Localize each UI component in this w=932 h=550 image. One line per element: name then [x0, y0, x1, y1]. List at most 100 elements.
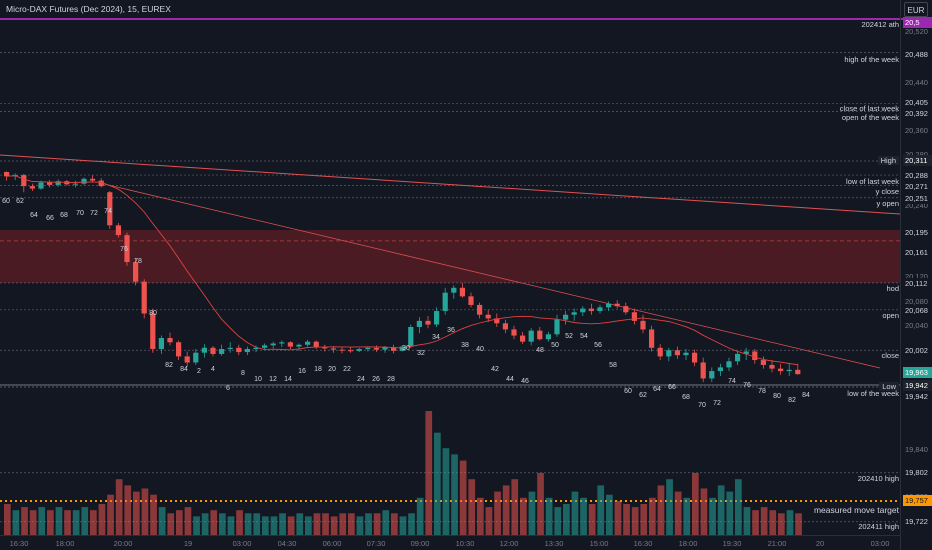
- level-label-hod[interactable]: hod: [886, 284, 899, 293]
- volume-bar: [597, 485, 605, 535]
- volume-bar: [468, 479, 476, 535]
- candle-body: [72, 183, 78, 185]
- volume-bar: [262, 516, 269, 535]
- volume-bar: [554, 507, 562, 535]
- candle-number-label: 44: [506, 376, 514, 383]
- candle-body: [287, 342, 293, 347]
- level-label-measured-move[interactable]: measured move target: [813, 505, 899, 515]
- candle-body: [193, 352, 199, 363]
- level-label-ath[interactable]: 202412 ath: [861, 20, 899, 29]
- candle-number-label: 62: [16, 198, 24, 205]
- level-label-high-week[interactable]: high of the week: [844, 55, 899, 64]
- volume-bar: [408, 513, 415, 535]
- volume-bar: [623, 504, 630, 535]
- last-price-tag: 19,963: [903, 367, 932, 378]
- candle-body: [769, 364, 775, 369]
- time-axis-separator: [0, 535, 900, 536]
- volume-bar: [47, 510, 54, 535]
- volume-bar: [545, 497, 553, 535]
- hod-price-tag: 20,112: [903, 278, 932, 289]
- candle-body: [623, 306, 629, 313]
- candle-body: [210, 347, 216, 354]
- volume-bar: [726, 491, 734, 535]
- price-axis-separator: [900, 0, 901, 550]
- level-label-close[interactable]: close: [881, 351, 899, 360]
- time-tick: 19:30: [722, 539, 742, 548]
- candle-body: [38, 182, 44, 189]
- volume-bar: [717, 485, 725, 535]
- volume-bar: [313, 513, 321, 535]
- candle-body: [554, 319, 560, 335]
- level-label-y-open[interactable]: y open: [876, 199, 899, 208]
- level-label-low-last-week[interactable]: low of last week: [846, 177, 899, 186]
- candle-body: [47, 182, 53, 185]
- close-price-tag: 20,002: [903, 345, 932, 356]
- candle-body: [141, 281, 147, 314]
- volume-bar: [614, 500, 622, 535]
- candle-number-label: 24: [357, 376, 365, 383]
- price-tick: 20,440: [905, 78, 928, 87]
- candle-body: [597, 307, 603, 312]
- volume-bar: [356, 516, 364, 535]
- volume-bar: [21, 507, 28, 535]
- volume-bar: [735, 479, 742, 535]
- time-tick: 16:30: [633, 539, 653, 548]
- volume-bar: [434, 432, 441, 535]
- candle-body: [382, 347, 388, 350]
- volume-bar: [227, 516, 235, 535]
- volume-bar: [399, 516, 407, 535]
- volume-bar: [64, 510, 71, 535]
- candle-number-label: 62: [639, 392, 647, 399]
- volume-bar: [55, 507, 63, 535]
- candle-body: [795, 369, 801, 375]
- volume-bar: [563, 504, 570, 535]
- price-tick: 20,520: [905, 27, 928, 36]
- candle-number-label: 68: [682, 394, 690, 401]
- candle-body: [502, 323, 508, 330]
- volume-bar: [425, 411, 433, 535]
- candle-body: [717, 367, 723, 372]
- trendline-upper: [0, 154, 901, 215]
- level-label-open-week[interactable]: open of the week: [841, 113, 899, 122]
- candle-body: [528, 330, 534, 342]
- level-label-close-last-week[interactable]: close of last week: [839, 104, 899, 113]
- candle-number-label: 70: [76, 210, 84, 217]
- currency-button[interactable]: EUR: [904, 2, 928, 17]
- volume-bar: [416, 497, 424, 535]
- candle-body: [348, 350, 354, 352]
- low-last-week-price-tag: 20,288: [903, 170, 932, 181]
- volume-bar: [571, 491, 579, 535]
- volume-bar: [167, 513, 175, 535]
- volume-bar: [588, 504, 596, 535]
- candle-number-label: 84: [180, 366, 188, 373]
- candle-body: [666, 350, 672, 357]
- y-open-price-tag: 20,251: [903, 193, 932, 204]
- candle-number-label: 50: [551, 342, 559, 349]
- candle-body: [296, 344, 302, 347]
- price-tick: 20,120: [905, 272, 928, 281]
- level-label-low-week[interactable]: low of the week: [847, 389, 899, 398]
- volume-bar: [631, 507, 639, 535]
- candle-body: [133, 262, 139, 282]
- level-label-202410-high[interactable]: 202410 high: [857, 474, 899, 483]
- level-label-202411-high[interactable]: 202411 high: [858, 522, 899, 531]
- candle-number-label: 34: [432, 334, 440, 341]
- level-label-open[interactable]: open: [882, 311, 899, 320]
- volume-bar: [210, 510, 218, 535]
- price-tick: 20,240: [905, 201, 928, 210]
- volume-bar: [520, 497, 527, 535]
- candle-body: [305, 341, 311, 345]
- time-tick: 15:00: [589, 539, 609, 548]
- volume-bar: [158, 507, 166, 535]
- volume-bar: [279, 513, 286, 535]
- volume-bar: [485, 507, 493, 535]
- level-label-low[interactable]: Low: [879, 382, 899, 391]
- volume-bar: [382, 510, 390, 535]
- level-label-y-close[interactable]: y close: [875, 187, 899, 196]
- level-label-high[interactable]: High: [877, 156, 899, 165]
- symbol-title[interactable]: Micro-DAX Futures (Dec 2024), 15, EUREX: [6, 4, 171, 14]
- time-tick: 04:30: [277, 539, 297, 548]
- volume-bar: [348, 513, 355, 535]
- volume-bar: [38, 507, 46, 535]
